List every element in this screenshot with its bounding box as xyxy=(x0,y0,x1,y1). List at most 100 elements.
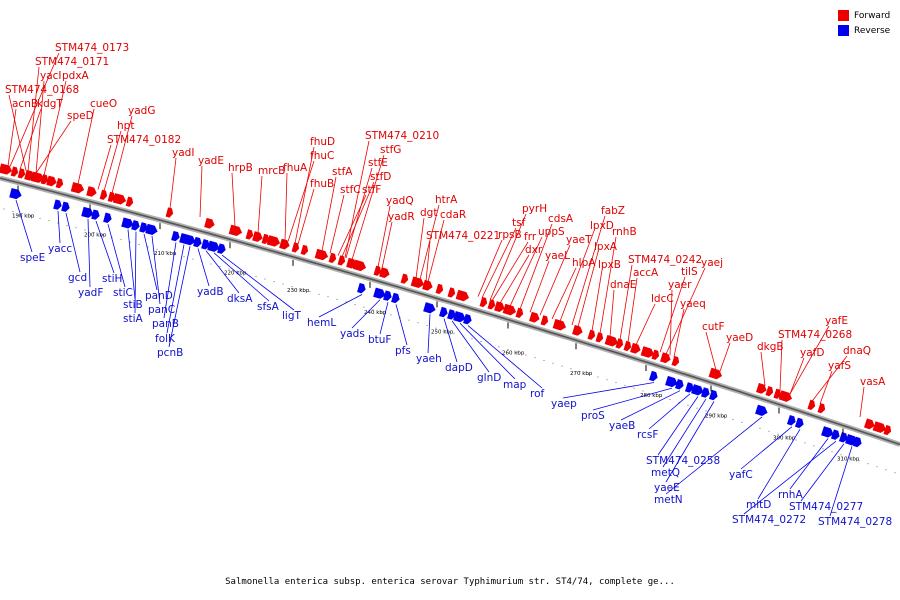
forward-gene-arrow xyxy=(623,340,632,352)
forward-gene-arrow-shape xyxy=(604,334,619,347)
forward-leader-line xyxy=(103,130,122,192)
forward-gene-label: acnB xyxy=(12,98,38,110)
reverse-gene-arrow-shape xyxy=(207,240,220,252)
kbp-tick-label: 290 kbp xyxy=(705,414,728,420)
forward-leader-line xyxy=(287,160,315,242)
reverse-leader-line xyxy=(168,246,191,348)
forward-gene-label: accA xyxy=(633,267,659,279)
forward-leader-line xyxy=(344,140,370,258)
forward-gene-arrow xyxy=(515,307,524,318)
kbp-tick-label: 300 kbp xyxy=(773,435,796,441)
forward-gene-label: stfF xyxy=(362,184,381,196)
forward-gene-arrow-shape xyxy=(778,390,793,402)
forward-gene-label: dkgB xyxy=(757,341,784,353)
reverse-gene-arrow-shape xyxy=(453,311,466,323)
forward-gene-label: frr xyxy=(524,231,537,243)
forward-gene-label: kdgT xyxy=(37,98,63,110)
forward-gene-arrow-shape xyxy=(640,346,655,358)
forward-gene-arrow-shape xyxy=(487,299,496,310)
guide-dot xyxy=(372,309,374,311)
forward-gene-arrow-shape xyxy=(515,307,524,318)
reverse-leader-line xyxy=(87,218,91,288)
forward-gene-label: htrA xyxy=(435,194,458,206)
reverse-gene-label: pcnB xyxy=(157,347,183,359)
forward-gene-arrow-shape xyxy=(112,193,127,205)
forward-gene-arrow xyxy=(479,296,488,308)
forward-gene-arrow-shape xyxy=(352,259,367,272)
guide-dot xyxy=(237,270,239,272)
guide-dot xyxy=(849,457,851,459)
guide-dot xyxy=(660,396,662,398)
reverse-leader-line xyxy=(213,252,270,302)
forward-gene-arrow xyxy=(651,349,660,360)
reverse-gene-arrow xyxy=(700,387,710,398)
forward-leader-line xyxy=(377,205,391,268)
reverse-leader-line xyxy=(65,213,81,273)
forward-gene-arrow-shape xyxy=(10,166,19,177)
reverse-leader-line xyxy=(740,426,793,470)
forward-leader-line xyxy=(345,167,373,259)
reverse-leader-line xyxy=(562,382,655,399)
legend-forward-label: Forward xyxy=(854,10,891,21)
forward-gene-arrow xyxy=(604,334,619,347)
forward-leader-line xyxy=(294,146,315,244)
forward-gene-label: yacI xyxy=(40,70,62,82)
forward-leader-line xyxy=(321,176,337,252)
forward-leader-line xyxy=(669,289,673,356)
forward-leader-line xyxy=(297,188,315,245)
forward-leader-line xyxy=(27,66,40,172)
forward-gene-label: cdsA xyxy=(548,213,574,225)
forward-leader-line xyxy=(673,308,685,357)
forward-gene-arrow-shape xyxy=(373,265,382,276)
forward-leader-line xyxy=(77,108,95,185)
forward-gene-arrow xyxy=(46,175,57,187)
guide-dot xyxy=(363,306,365,308)
reverse-leader-line xyxy=(662,398,707,468)
forward-gene-arrow-shape xyxy=(660,352,671,364)
reverse-gene-label: stiH xyxy=(102,273,122,285)
forward-gene-arrow-shape xyxy=(479,296,488,308)
guide-dot xyxy=(696,407,698,409)
guide-dot xyxy=(336,298,338,300)
guide-dot xyxy=(633,387,635,389)
forward-leader-line xyxy=(779,339,783,391)
forward-leader-line xyxy=(351,154,385,260)
forward-gene-arrow-shape xyxy=(708,367,723,380)
reverse-gene-arrow xyxy=(183,234,196,246)
reverse-gene-label: rcsF xyxy=(637,429,658,441)
forward-gene-arrow-shape xyxy=(17,168,26,179)
reverse-leader-line xyxy=(620,390,681,421)
forward-leader-line xyxy=(499,254,530,304)
reverse-gene-arrow-shape xyxy=(145,223,158,235)
reverse-leader-line xyxy=(379,301,389,335)
forward-leader-line xyxy=(425,240,431,282)
forward-leader-line xyxy=(619,264,633,340)
forward-gene-label: hpt xyxy=(117,120,134,132)
forward-gene-arrow xyxy=(422,279,433,291)
forward-gene-label: STM474_0210 xyxy=(365,130,439,142)
forward-gene-arrow-shape xyxy=(671,355,680,367)
reverse-gene-arrow xyxy=(217,243,226,254)
reverse-gene-arrow xyxy=(391,292,400,304)
reverse-gene-label: gcd xyxy=(68,272,87,284)
reverse-leader-line xyxy=(221,254,295,311)
forward-gene-label: cutF xyxy=(702,321,725,333)
forward-gene-arrow-shape xyxy=(447,287,456,298)
forward-gene-arrow xyxy=(300,244,309,256)
reverse-gene-label: glnD xyxy=(477,372,501,384)
guide-dot xyxy=(102,234,104,236)
forward-gene-arrow xyxy=(552,318,567,331)
guide-dot xyxy=(282,283,284,285)
forward-leader-line xyxy=(35,80,45,174)
reverse-leader-line xyxy=(205,250,240,294)
reverse-gene-arrow xyxy=(755,404,768,416)
guide-dot xyxy=(669,399,671,401)
forward-gene-label: STM474_0221 xyxy=(426,230,500,242)
reverse-gene-arrow-shape xyxy=(821,426,834,438)
backbone-core xyxy=(0,177,900,446)
forward-leader-line xyxy=(329,194,345,254)
forward-leader-line xyxy=(415,217,425,279)
reverse-gene-arrow-shape xyxy=(447,309,456,320)
forward-gene-label: stfG xyxy=(380,144,401,156)
reverse-gene-arrow-shape xyxy=(357,282,366,294)
